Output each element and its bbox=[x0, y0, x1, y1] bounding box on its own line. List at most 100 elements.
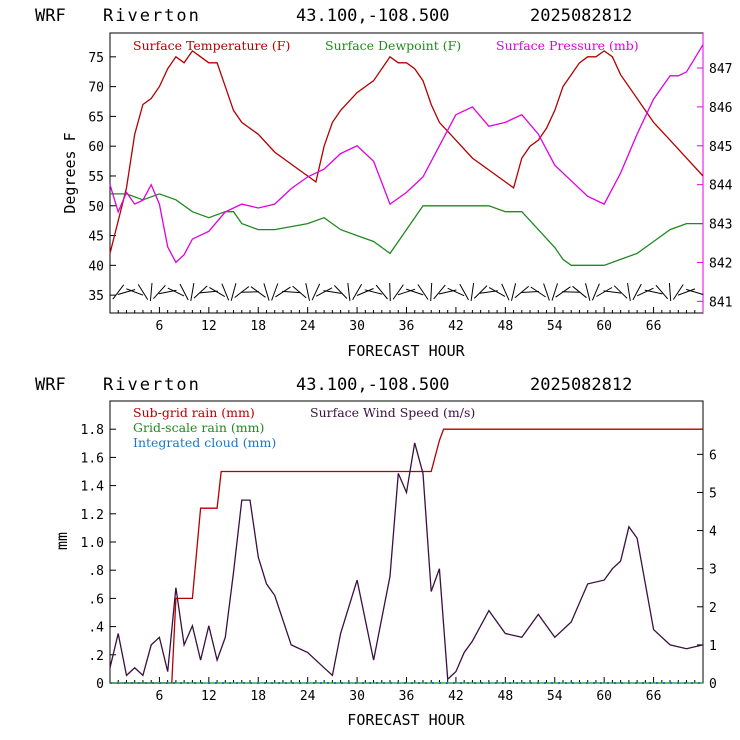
x-tick-label: 48 bbox=[498, 319, 514, 334]
series-line-bottom-0 bbox=[110, 428, 703, 684]
x-tick-label: 54 bbox=[547, 689, 563, 704]
bottom-run-label: 2025082812 bbox=[530, 375, 632, 395]
wind-barb bbox=[677, 288, 696, 296]
y-tick-label: .4 bbox=[88, 621, 104, 636]
wind-barb bbox=[511, 283, 517, 301]
wind-barb bbox=[352, 283, 363, 301]
wind-barb bbox=[551, 283, 558, 301]
y2-tick-label: 3 bbox=[709, 563, 717, 578]
wind-barb bbox=[315, 287, 333, 297]
y-tick-label: 55 bbox=[88, 170, 104, 185]
y-tick-label: 70 bbox=[88, 81, 104, 96]
x-tick-label: 66 bbox=[646, 689, 662, 704]
wind-barb bbox=[282, 290, 301, 294]
legend-integrated-cloud: Integrated cloud (mm) bbox=[133, 435, 276, 450]
top-series bbox=[109, 44, 704, 266]
wind-barb bbox=[470, 283, 475, 301]
wind-barb bbox=[153, 284, 166, 300]
y-tick-label: 1.0 bbox=[81, 536, 104, 551]
legend-pressure: Surface Pressure (mb) bbox=[496, 38, 639, 53]
wind-barb bbox=[644, 289, 663, 295]
x-tick-label: 24 bbox=[300, 319, 316, 334]
top-run-label: 2025082812 bbox=[530, 6, 632, 26]
legend-dewpoint: Surface Dewpoint (F) bbox=[325, 38, 461, 53]
wind-barb bbox=[686, 288, 704, 296]
y-tick-label: 0 bbox=[96, 677, 104, 692]
y-tick-label: 1.8 bbox=[81, 423, 104, 438]
wind-barb bbox=[672, 284, 684, 300]
x-tick-label: 60 bbox=[596, 689, 612, 704]
legend-subgrid-rain: Sub-grid rain (mm) bbox=[133, 405, 255, 420]
top-panel: WRF Riverton 43.100,-108.500 2025082812 … bbox=[35, 6, 733, 360]
wind-barb bbox=[613, 285, 628, 299]
wind-barb bbox=[230, 283, 237, 301]
wind-barb bbox=[209, 286, 226, 298]
y-tick-label: 1.4 bbox=[81, 480, 105, 495]
y-tick-label: 35 bbox=[88, 289, 104, 304]
bottom-series bbox=[109, 428, 704, 684]
wind-barb bbox=[364, 289, 383, 295]
bottom-panel: WRF Riverton 43.100,-108.500 2025082812 … bbox=[35, 375, 717, 729]
wind-barb bbox=[447, 287, 465, 297]
x-tick-label: 42 bbox=[448, 689, 464, 704]
y-tick-label: 45 bbox=[88, 230, 104, 245]
top-plot-frame bbox=[109, 32, 704, 314]
y2-tick-label: 843 bbox=[709, 218, 732, 233]
y2-tick-label: 847 bbox=[709, 62, 732, 77]
wind-barb bbox=[179, 283, 189, 301]
wind-barb bbox=[221, 283, 230, 301]
y2-tick-label: 2 bbox=[709, 601, 717, 616]
y2-tick-label: 0 bbox=[709, 677, 717, 692]
y-tick-label: 75 bbox=[88, 51, 104, 66]
wind-barb bbox=[430, 282, 433, 302]
wind-barb bbox=[636, 287, 654, 297]
bottom-station-label: Riverton bbox=[103, 375, 201, 395]
bottom-model-label: WRF bbox=[35, 375, 66, 395]
x-tick-label: 54 bbox=[547, 319, 563, 334]
top-x-axis-label: FORECAST HOUR bbox=[347, 342, 465, 360]
wind-barb bbox=[323, 290, 342, 294]
wind-barb bbox=[572, 285, 587, 299]
wind-barb bbox=[632, 283, 642, 301]
top-y-axis-label: Degrees F bbox=[61, 132, 79, 213]
wind-barb bbox=[530, 286, 546, 298]
wind-barb bbox=[126, 288, 144, 296]
x-tick-label: 36 bbox=[399, 319, 415, 334]
wind-barb bbox=[668, 282, 672, 302]
y2-tick-label: 1 bbox=[709, 639, 717, 654]
wind-barb bbox=[112, 284, 125, 300]
x-tick-label: 18 bbox=[250, 319, 266, 334]
wind-barb bbox=[334, 285, 348, 299]
wind-barb bbox=[263, 283, 270, 301]
wind-barb bbox=[591, 283, 600, 301]
wind-barb bbox=[375, 284, 388, 300]
series-line-top-2 bbox=[109, 44, 704, 264]
wind-barb bbox=[347, 283, 351, 301]
x-tick-label: 36 bbox=[399, 689, 415, 704]
wind-barb bbox=[521, 291, 540, 293]
wind-barb bbox=[501, 283, 510, 301]
wind-barb bbox=[190, 283, 195, 301]
x-tick-label: 30 bbox=[349, 319, 365, 334]
wind-barb bbox=[117, 289, 136, 295]
y2-tick-label: 4 bbox=[709, 525, 717, 540]
wind-barb bbox=[543, 283, 550, 301]
series-line-top-0 bbox=[109, 49, 704, 254]
legend-gridscale-rain: Grid-scale rain (mm) bbox=[133, 420, 264, 435]
x-tick-label: 12 bbox=[201, 689, 217, 704]
y2-tick-label: 842 bbox=[709, 256, 732, 271]
wind-barb bbox=[389, 282, 391, 302]
series-line-top-1 bbox=[110, 193, 703, 266]
wind-barb bbox=[271, 283, 279, 301]
wind-barb bbox=[305, 283, 310, 301]
bottom-y-axis-label: mm bbox=[53, 532, 71, 550]
bottom-coords-label: 43.100,-108.500 bbox=[296, 375, 450, 395]
wind-barb bbox=[167, 287, 185, 297]
legend-temperature: Surface Temperature (F) bbox=[133, 38, 290, 53]
top-axis-ticks: 6 12 18 24 30 36 42 48 54 60 66 35 40 45 50 55 60 65 70 75 8… bbox=[88, 51, 732, 334]
wind-barb bbox=[627, 283, 631, 301]
y-tick-label: 40 bbox=[88, 259, 104, 274]
x-tick-label: 12 bbox=[201, 319, 217, 334]
wind-barbs bbox=[112, 282, 704, 302]
